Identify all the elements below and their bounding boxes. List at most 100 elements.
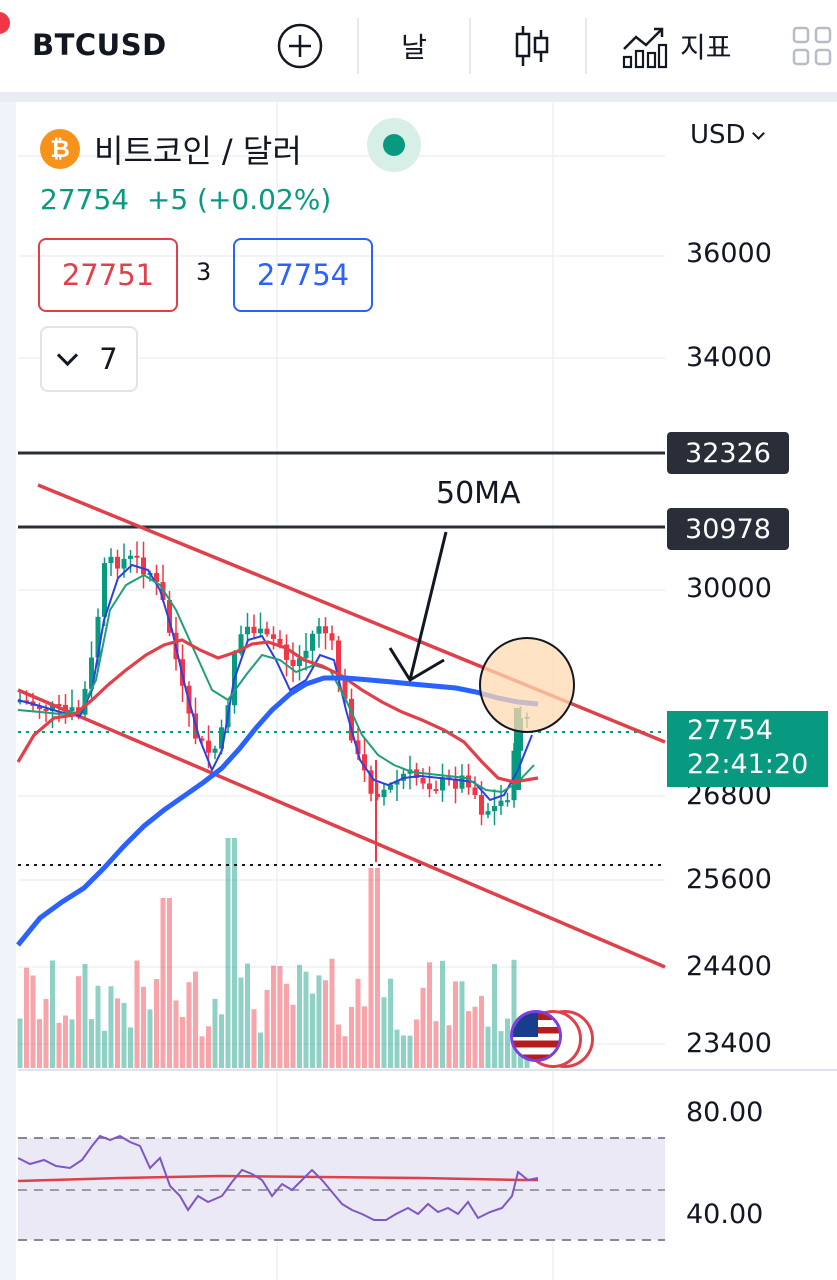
candle-body [303,650,309,659]
volume-bar [160,898,166,1068]
candle-body [258,628,263,634]
volume-bar [199,1036,205,1068]
candle-body [212,748,218,753]
volume-bar [485,1026,491,1068]
add-symbol-button[interactable] [272,20,328,72]
chart-type-button[interactable] [504,20,560,72]
candle-body [43,708,49,712]
grid-icon [792,26,832,66]
annotation-arrow [388,531,448,683]
candle-body [355,740,361,755]
volume-bar [453,981,458,1068]
volume-bar [329,958,335,1068]
candle-body [167,599,172,633]
candle-body [141,557,146,575]
volume-bar [193,971,198,1068]
top-toolbar: BTCUSD 날 지표 [0,0,837,92]
horizontal-line-price-tag[interactable]: 30978 [667,508,789,550]
market-status-indicator[interactable] [367,118,421,172]
candle-body [414,769,419,779]
volume-bar [115,998,120,1068]
candle-body [427,783,432,790]
candle-body [102,563,107,617]
volume-bar [95,985,101,1068]
volume-bar [368,868,374,1068]
volume-bar [180,1016,185,1068]
volume-bar [388,978,393,1068]
rsi-axis-label: 40.00 [686,1199,764,1230]
candle-body [271,634,276,639]
price-change-row: 27754 +5 (+0.02%) [40,183,332,216]
candle-body [514,708,521,790]
candle-body [134,555,140,558]
sell-button[interactable]: 27751 [38,238,178,312]
bar-countdown: 22:41:20 [687,749,809,780]
volume-bar [290,1004,296,1068]
indicators-icon [622,27,668,69]
volume-bar [466,1011,471,1068]
toolbar-divider [585,18,587,74]
candle-body [154,572,159,583]
volume-bar [251,1009,257,1068]
pair-name[interactable]: 비트코인 / 달러 [94,132,302,170]
candle-body [277,638,283,645]
ma-red-line [16,638,539,784]
volume-bar [147,1009,153,1068]
volume-bar [108,986,114,1068]
channel-lower-line [17,688,666,969]
volume-bar [323,980,328,1068]
volume-bar [407,1035,413,1068]
volume-bar [394,1029,400,1068]
price-axis-label: 36000 [686,238,772,269]
volume-bar [89,1019,94,1068]
volume-bar [271,965,276,1068]
rsi-axis-label: 80.00 [686,1097,764,1128]
volume-bar [30,975,36,1068]
volume-bar [206,1026,211,1068]
candle-body [485,811,491,815]
indicator-count: 7 [99,342,118,376]
symbol-button[interactable]: BTCUSD [32,28,167,62]
candle-body [121,558,127,569]
price-axis-label: 23400 [686,1028,772,1059]
price-axis-label: 30000 [686,573,772,604]
buy-button[interactable]: 27754 [233,238,373,312]
toolbar-divider [469,18,471,74]
layout-button[interactable] [790,20,837,72]
volume-bar [310,993,315,1068]
candle-body [128,555,133,559]
horizontal-line-price-tag[interactable]: 32326 [667,432,789,474]
currency-selector[interactable]: USD [690,120,765,150]
volume-bar [297,964,302,1068]
volume-bar [349,1006,354,1068]
price-axis-label: 24400 [686,951,772,982]
ma-50-blue-line [16,675,539,947]
candle-body [336,640,341,680]
candle-body [498,800,504,807]
candle-body [329,633,335,641]
indicators-toggle-button[interactable]: 7 [40,326,138,392]
candle-body [69,707,75,712]
candle-body [342,679,348,699]
volume-bar [76,976,81,1068]
interval-button[interactable]: 날 [384,20,444,72]
volume-bar [232,838,237,1068]
ma-fast-blue-line [17,563,533,802]
bitcoin-logo-icon: ₿ [40,129,80,169]
candle-body [238,634,244,654]
volume-bar [219,1014,224,1068]
candle-body [349,698,354,741]
volume-bar [102,1030,107,1068]
candle-body [95,616,101,658]
chevron-down-icon [751,126,765,140]
volume-bar [141,986,146,1068]
candle-body [375,793,380,798]
indicators-button[interactable]: 지표 [620,20,750,72]
candle-body [388,784,393,790]
economic-events-marker[interactable] [510,1010,594,1068]
volume-bar [498,1031,504,1068]
candle-body [206,740,211,753]
annotation-label[interactable]: 50MA [436,476,521,511]
volume-bar [238,977,244,1068]
